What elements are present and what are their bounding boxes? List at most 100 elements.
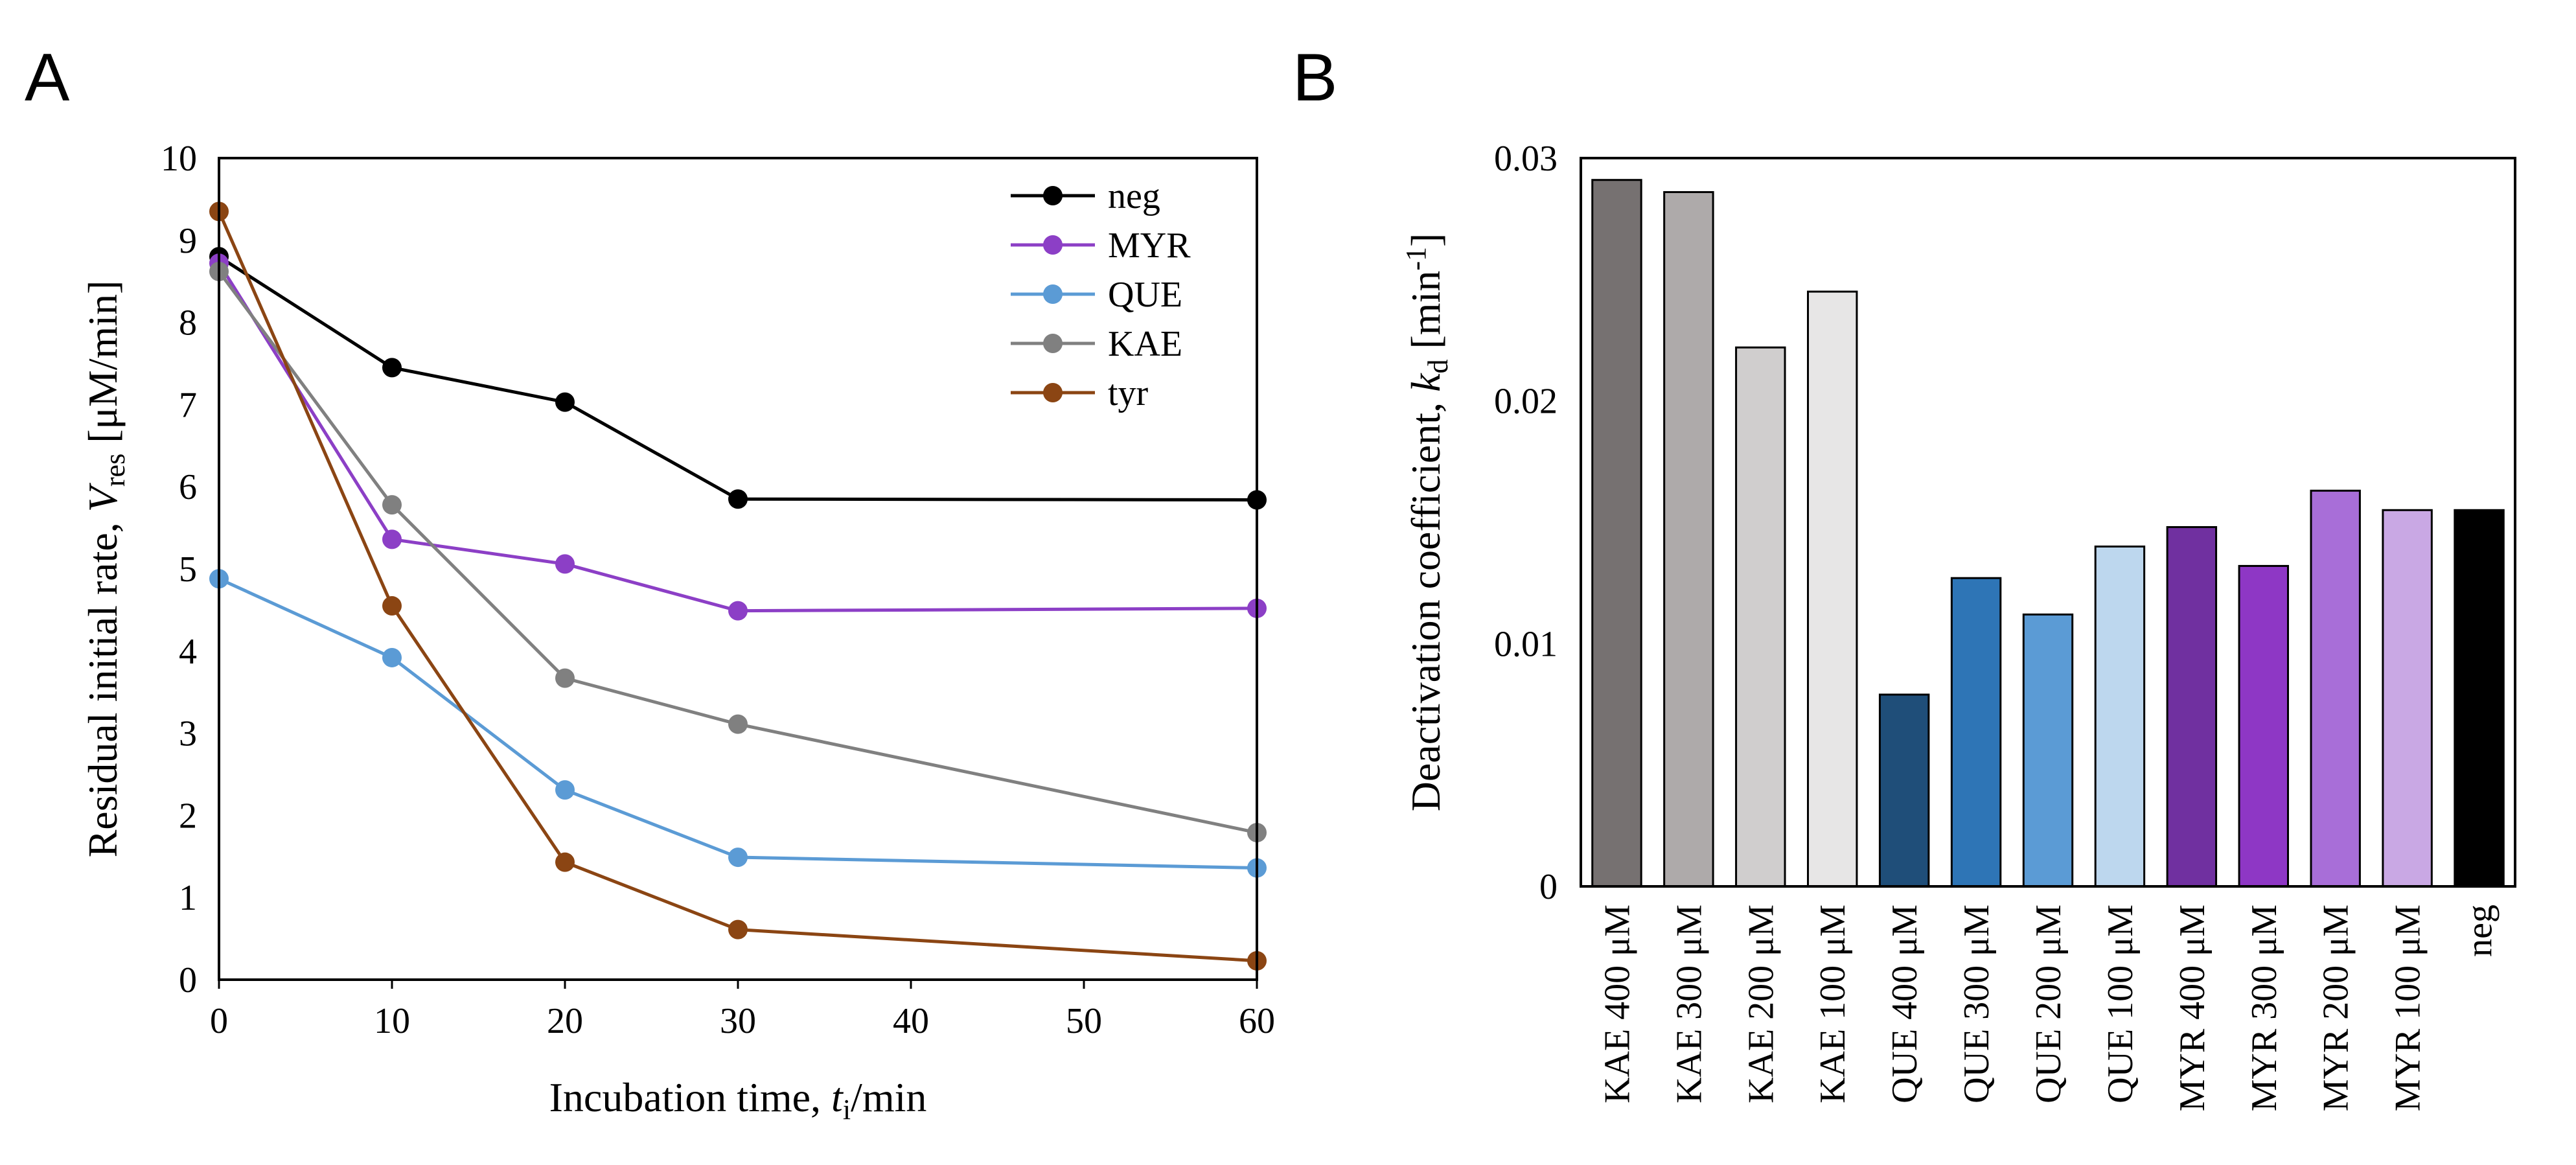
- bar: [2454, 509, 2505, 888]
- bar: [2166, 525, 2218, 888]
- b-x-tick-labels: KAE 400 μM KAE 300 μM KAE 200 μM KAE 100 μM…: [1597, 905, 2500, 1111]
- data-point-tyr: [382, 596, 402, 616]
- b-x-tick-label: QUE 200 μM: [2029, 905, 2069, 1103]
- data-point-kae: [728, 714, 748, 734]
- b-x-tick-label: QUE 400 μM: [1885, 905, 1925, 1103]
- series-line-myr: [217, 262, 1258, 613]
- data-point-tyr: [728, 919, 748, 940]
- legend-label-tyr: tyr: [1108, 373, 1149, 413]
- data-point-kae: [555, 668, 575, 688]
- a-y-tick-label: 4: [179, 632, 197, 672]
- a-y-tick-label: 6: [179, 467, 197, 507]
- b-y-tick-label: 0: [1539, 867, 1558, 907]
- a-y-tick-label: 8: [179, 303, 197, 343]
- a-x-axis-unit: /min: [851, 1074, 926, 1120]
- data-point-que: [555, 780, 575, 800]
- data-point-myr: [555, 554, 575, 574]
- a-x-tick-label: 10: [374, 1001, 410, 1041]
- a-y-tick-label: 9: [179, 221, 197, 261]
- bar: [1878, 693, 1930, 888]
- b-y-axis-title: Deactivation coefficient, kd [min-1]: [1400, 233, 1454, 812]
- a-x-tick-label: 30: [720, 1001, 756, 1041]
- data-point-neg: [555, 392, 575, 412]
- b-y-tick-labels: 0 0.01 0.02 0.03: [1494, 139, 1558, 907]
- legend-label-myr: MYR: [1108, 225, 1191, 266]
- a-y-tick-label: 2: [179, 796, 197, 836]
- b-x-tick-label: KAE 100 μM: [1813, 905, 1853, 1103]
- legend-label-que: QUE: [1108, 275, 1182, 315]
- b-y-axis-sub: d: [1422, 360, 1454, 374]
- legend-marker-que: [1043, 284, 1063, 304]
- bar-chart: 0 0.01 0.02 0.03 KAE 400 μM KAE 300 μM KAE 20…: [1400, 139, 2516, 1111]
- b-x-tick-label: MYR 300 μM: [2244, 905, 2284, 1111]
- legend-label-kae: KAE: [1108, 324, 1182, 364]
- legend-marker-myr: [1043, 235, 1063, 255]
- b-y-axis-title-text: Deactivation coefficient,: [1403, 392, 1449, 811]
- a-y-tick-label: 5: [179, 549, 197, 590]
- b-plot-frame: [1580, 157, 2516, 888]
- b-x-tick-label: KAE 400 μM: [1597, 905, 1637, 1103]
- a-y-tick-label: 7: [179, 385, 197, 425]
- a-y-tick-label: 1: [179, 878, 197, 918]
- bar: [1950, 577, 2002, 888]
- a-x-tick-labels: 0 10 20 30 40 50 60: [210, 980, 1275, 1041]
- legend-marker-tyr: [1043, 383, 1063, 402]
- legend-marker-kae: [1043, 334, 1063, 353]
- b-x-tick-label: QUE 100 μM: [2100, 905, 2141, 1103]
- data-point-tyr: [555, 852, 575, 872]
- data-point-que: [382, 647, 402, 667]
- legend-marker-neg: [1043, 186, 1063, 205]
- a-x-axis-var: t: [831, 1074, 844, 1120]
- data-point-myr: [382, 529, 402, 549]
- bar: [1735, 346, 1786, 888]
- b-x-tick-label: QUE 300 μM: [1957, 905, 1997, 1103]
- a-y-tick-labels: 0 1 2 3 4 5 6 7 8 9 10: [161, 139, 197, 1000]
- data-point-neg: [382, 358, 402, 378]
- a-y-tick-label: 0: [179, 960, 197, 1000]
- line-chart: 0 1 2 3 4 5 6 7 8 9 10 0 10 20 30 40 50 60 neg MYR QUE KAE t…: [80, 139, 1275, 1125]
- b-x-tick-label: KAE 300 μM: [1669, 905, 1709, 1103]
- series-line-neg: [218, 255, 1258, 502]
- bar: [2022, 613, 2074, 888]
- bar: [2310, 489, 2361, 888]
- b-x-tick-label: neg: [2460, 905, 2500, 957]
- b-y-axis-var: k: [1403, 373, 1449, 392]
- a-x-tick-label: 40: [893, 1001, 929, 1041]
- data-point-que: [728, 848, 748, 868]
- b-y-axis-sup: -1: [1400, 247, 1432, 271]
- a-y-tick-label: 3: [179, 714, 197, 754]
- a-y-axis-unit: [μM/min]: [80, 281, 126, 454]
- a-y-axis-sub: res: [99, 454, 131, 487]
- b-bars-group: [1591, 179, 2505, 888]
- b-x-tick-label: MYR 400 μM: [2172, 905, 2213, 1111]
- b-y-tick-label: 0.01: [1494, 624, 1558, 664]
- legend-label-neg: neg: [1108, 176, 1160, 216]
- a-plot-frame: [218, 157, 1258, 981]
- a-x-axis-title-text: Incubation time,: [549, 1074, 831, 1120]
- a-x-axis-title: Incubation time, ti/min: [549, 1074, 927, 1125]
- a-y-axis-title: Residual initial rate, Vres [μM/min]: [80, 281, 131, 858]
- a-legend: neg MYR QUE KAE tyr: [1011, 176, 1191, 413]
- bar: [1807, 290, 1858, 888]
- a-x-tick-label: 20: [547, 1001, 583, 1041]
- panel-b-label: B: [1293, 40, 1337, 115]
- a-y-tick-label: 10: [161, 139, 197, 179]
- a-series-group: [209, 202, 1267, 971]
- panel-a-label: A: [25, 40, 70, 115]
- a-x-tick-label: 0: [210, 1001, 228, 1041]
- b-x-tick-label: MYR 200 μM: [2316, 905, 2356, 1111]
- b-y-axis-unit-pre: [min: [1403, 271, 1449, 360]
- bar: [2238, 564, 2289, 888]
- a-y-axis-var: V: [80, 482, 126, 512]
- a-y-axis-title-text: Residual initial rate,: [80, 512, 126, 857]
- b-x-tick-label: KAE 200 μM: [1741, 905, 1781, 1103]
- a-x-tick-label: 60: [1239, 1001, 1275, 1041]
- b-y-tick-label: 0.02: [1494, 382, 1558, 422]
- data-point-neg: [728, 489, 748, 509]
- bar: [1591, 179, 1642, 888]
- b-x-tick-label: MYR 100 μM: [2388, 905, 2428, 1111]
- data-point-myr: [728, 601, 748, 621]
- bar: [2094, 545, 2146, 888]
- a-x-axis-sub: i: [843, 1094, 851, 1125]
